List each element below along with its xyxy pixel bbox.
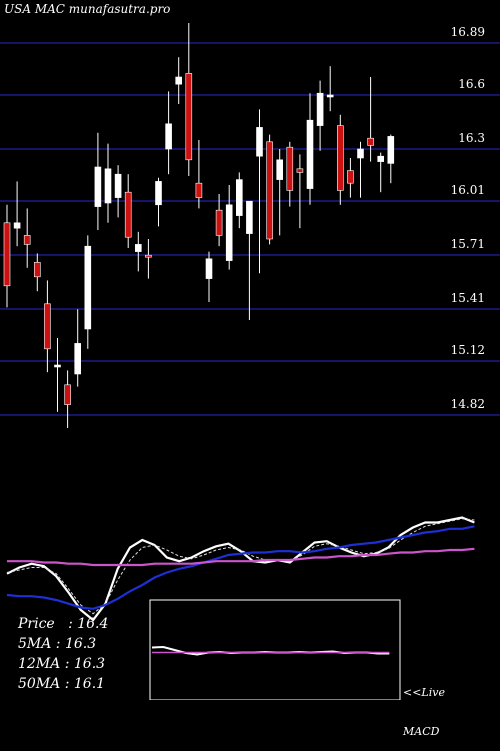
legend-12ma: 12MA : 16.3: [18, 656, 106, 672]
macd-label-name: MACD: [403, 725, 440, 738]
candle-down: [124, 191, 132, 238]
y-tick-label: 14.82: [451, 397, 485, 411]
candle-up: [276, 159, 284, 180]
macd-panel: [149, 599, 401, 700]
y-tick-label: 16.6: [458, 77, 485, 91]
candle-up: [205, 258, 213, 279]
candle-up: [155, 181, 162, 206]
candle-down: [347, 170, 354, 184]
candle-up: [114, 173, 122, 198]
candle-up: [84, 245, 92, 330]
candle-down: [33, 262, 41, 278]
y-tick-label: 15.12: [451, 343, 485, 357]
candle-up: [54, 364, 61, 368]
candle-down: [64, 384, 71, 405]
candle-up: [225, 204, 233, 261]
candle-up: [135, 244, 142, 252]
moving-average-panel: [6, 516, 475, 622]
legend-5ma: 5MA : 16.3: [18, 636, 97, 652]
candle-down: [3, 222, 11, 287]
macd-frame: [149, 599, 401, 700]
macd-label: <<Live MACD: [403, 660, 445, 751]
indicator-legend: Price : 16.4 5MA : 16.3 12MA : 16.3 50MA…: [18, 614, 108, 694]
candle-down: [286, 146, 294, 191]
candle-down: [44, 303, 51, 350]
y-tick-label: 15.71: [451, 237, 485, 251]
chart-title: USA MAC munafasutra.pro: [4, 2, 171, 16]
candle-up: [377, 155, 385, 162]
candle-up: [175, 76, 182, 85]
ma-line-2: [6, 525, 475, 610]
candle-up: [326, 94, 334, 98]
candle-up: [256, 127, 263, 157]
candle-down: [145, 254, 152, 258]
ma-line-0: [6, 516, 475, 622]
candle-up: [357, 148, 364, 159]
candle-down: [23, 235, 31, 245]
candle-down: [185, 73, 193, 161]
candle-up: [306, 119, 314, 189]
y-tick-label: 15.41: [451, 291, 485, 305]
candle-down: [336, 125, 344, 191]
candlestick-series: [3, 23, 395, 428]
candle-up: [246, 200, 253, 234]
macd-line: [151, 645, 390, 656]
macd-label-live: <<Live: [403, 686, 445, 699]
candle-up: [316, 92, 324, 126]
legend-50ma: 50MA : 16.1: [18, 676, 106, 692]
candle-up: [387, 136, 395, 164]
stock-chart: 16.89 16.6 16.3 16.01 15.71 15.41 15.12 14.82: [0, 23, 500, 700]
y-tick-label: 16.01: [451, 183, 485, 197]
y-tick-label: 16.89: [451, 25, 485, 39]
candle-down: [367, 137, 374, 146]
candle-down: [195, 182, 203, 198]
candle-down: [266, 141, 273, 240]
candle-up: [236, 179, 243, 216]
candle-up: [13, 222, 21, 229]
candle-up: [74, 343, 81, 375]
legend-price: Price : 16.4: [18, 616, 109, 632]
candle-up: [94, 166, 102, 207]
candle-down: [296, 168, 304, 173]
candle-up: [104, 168, 112, 204]
candle-down: [215, 209, 223, 236]
ma-line-3: [7, 547, 475, 567]
candle-up: [165, 123, 172, 150]
y-tick-label: 16.3: [458, 131, 485, 145]
